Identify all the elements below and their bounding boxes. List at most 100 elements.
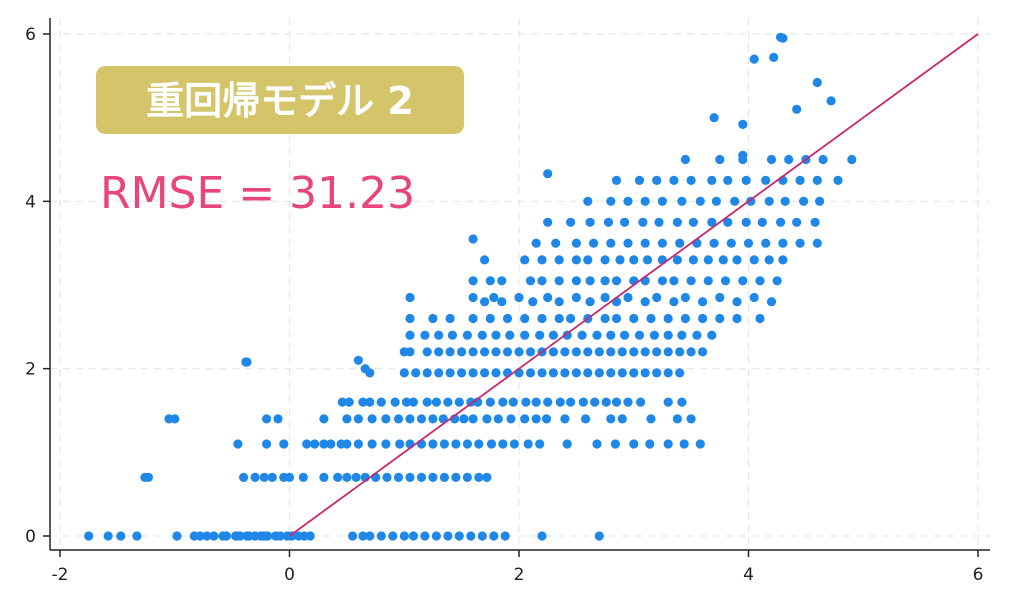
data-point [445,347,455,357]
data-point [792,217,802,227]
data-point [657,196,668,206]
data-point [610,439,621,449]
data-point [571,368,582,378]
data-point [578,397,588,407]
data-point [560,414,570,424]
data-point [629,347,639,357]
data-point [221,531,231,541]
data-point [535,439,545,449]
data-point [408,531,418,541]
data-point [638,217,648,227]
data-point [629,439,639,449]
data-point [548,368,559,378]
data-point [319,472,329,482]
data-point [531,238,541,248]
data-point [480,368,490,378]
data-point [649,330,660,340]
data-point [741,217,751,227]
data-point [454,531,464,541]
data-point [319,439,329,449]
data-point [262,414,272,424]
data-point [486,439,497,449]
data-point [606,414,616,424]
data-point [493,414,503,424]
data-point [581,414,591,424]
data-point [757,217,767,227]
data-point [525,276,536,286]
data-point [566,313,576,324]
data-point [795,238,805,248]
data-point [428,414,438,424]
data-point [477,330,487,340]
data-point [393,414,404,424]
data-point [431,397,441,407]
data-point [393,472,404,482]
data-point [459,414,469,424]
data-point [405,313,415,324]
data-point [741,175,751,185]
data-point [571,276,582,286]
grid-lines [50,18,990,550]
data-point [367,414,377,424]
data-point [692,330,702,340]
data-point [497,276,507,286]
data-point [505,330,515,340]
data-point [826,96,836,106]
data-point [592,439,602,449]
data-point [422,368,432,378]
x-tick-label: 6 [973,565,984,585]
data-point [358,531,368,541]
data-point [451,472,461,482]
data-point [583,368,593,378]
data-point [360,364,370,374]
model-badge-background [96,66,464,134]
data-point [646,313,656,324]
data-point [792,104,802,114]
data-point [275,531,285,541]
data-point [623,238,633,248]
data-point [439,439,449,449]
data-point [703,276,713,286]
data-point [657,276,668,286]
data-point [241,357,251,367]
data-point [348,531,358,541]
data-point [617,414,627,424]
data-point [620,330,630,340]
data-point [543,169,553,179]
data-point [468,234,478,244]
data-point [646,414,656,424]
data-point [707,217,717,227]
data-point [583,347,593,357]
data-point [611,397,622,407]
data-point [812,77,822,88]
data-point [333,472,343,482]
data-point [680,292,691,303]
data-point [528,297,538,307]
data-point [620,217,630,227]
data-point [560,347,570,357]
data-point [554,297,564,307]
data-point [675,368,685,378]
data-point [468,276,478,286]
data-point [640,196,650,206]
data-point [489,292,499,303]
data-point [399,531,409,541]
data-point [376,531,386,541]
data-point [170,414,180,424]
data-point [672,414,683,424]
data-point [677,397,687,407]
data-point [617,368,627,378]
data-point [468,313,478,324]
data-point [560,368,570,378]
data-point [594,531,604,541]
data-point [764,255,774,265]
data-point [738,119,748,129]
data-point [680,154,691,165]
data-point [548,330,559,340]
data-point [344,397,354,407]
data-point [675,347,685,357]
data-point [439,472,449,482]
x-tick-label: 0 [284,565,295,585]
data-point [382,472,392,482]
